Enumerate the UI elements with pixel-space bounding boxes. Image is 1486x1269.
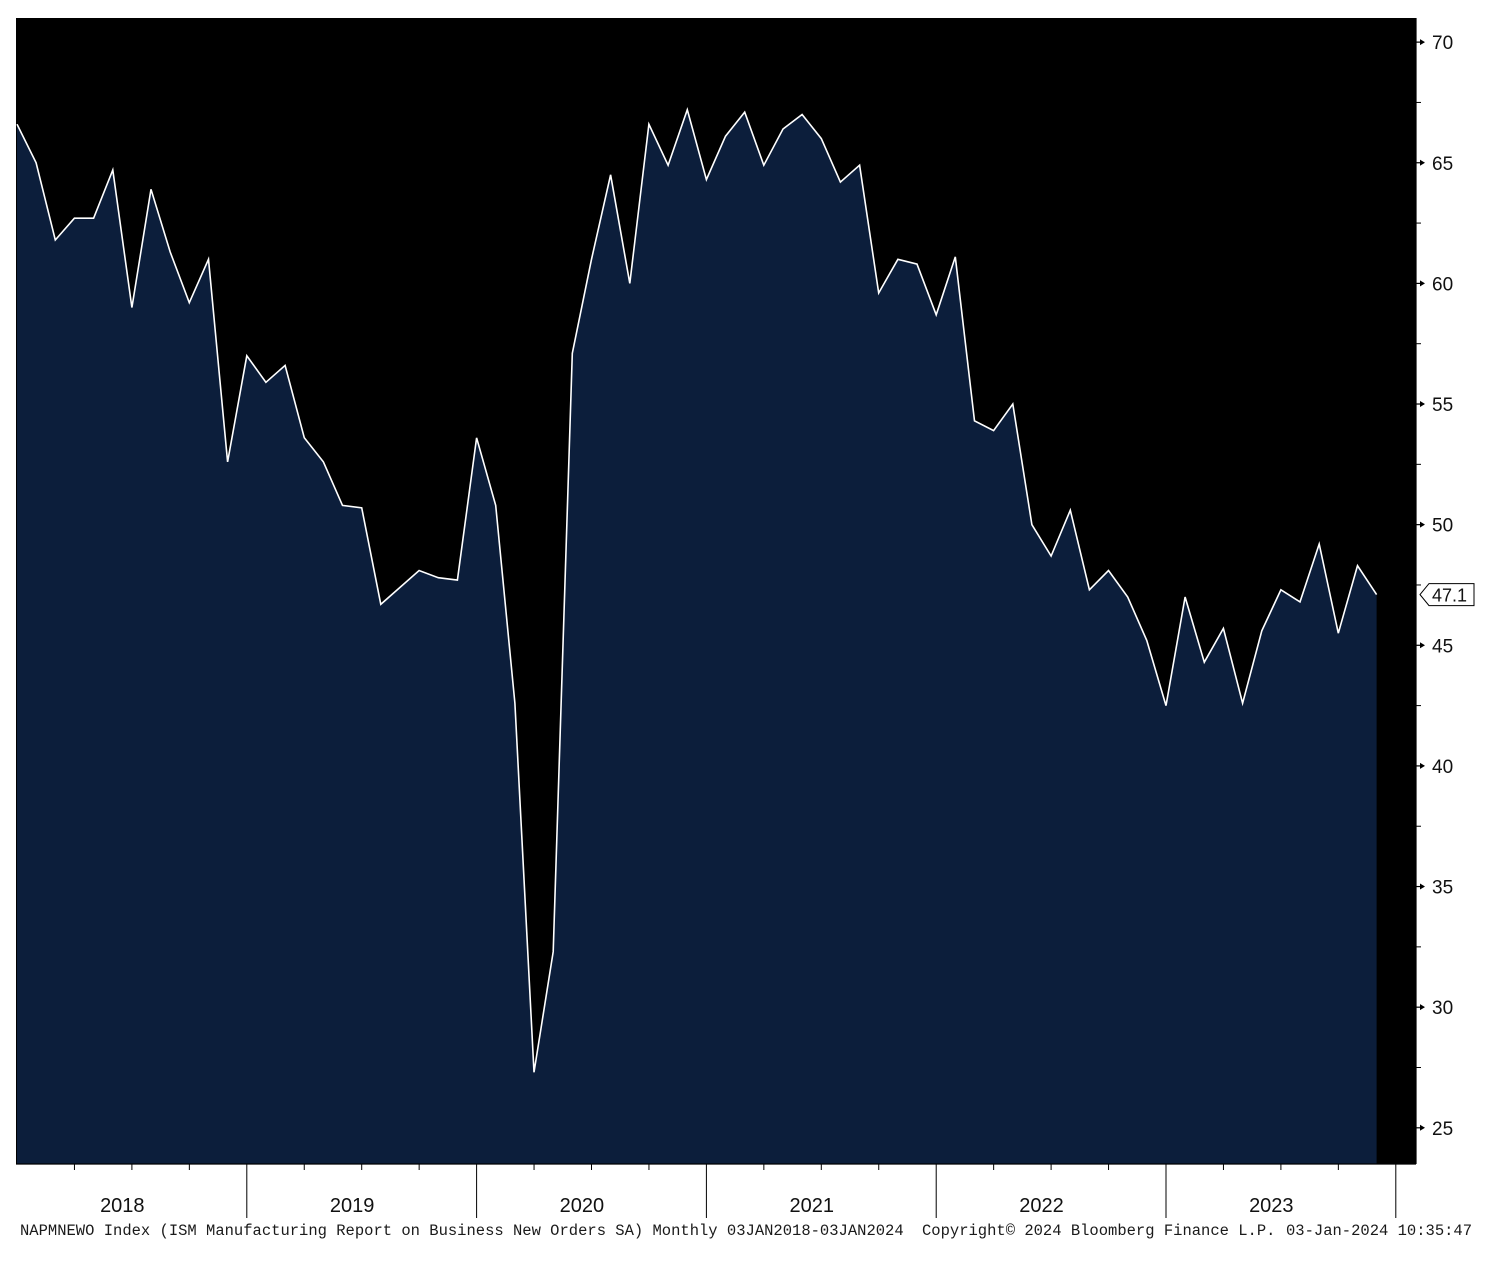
y-tick-arrow [1420,39,1425,46]
y-tick-label: 30 [1432,998,1453,1019]
y-tick-label: 50 [1432,516,1453,537]
chart-footer: NAPMNEWO Index (ISM Manufacturing Report… [16,1220,1474,1244]
series-line [16,106,1378,1073]
y-tick-arrow [1420,642,1425,649]
y-tick-arrow [1420,762,1425,769]
x-year-label: 2021 [789,1195,834,1217]
x-year-label: 2020 [560,1195,605,1217]
y-tick-arrow [1420,159,1425,166]
y-tick-arrow [1420,1124,1425,1131]
y-tick-arrow [1420,280,1425,287]
y-tick-arrow [1420,521,1425,528]
y-tick-label: 45 [1432,636,1453,657]
x-year-label: 2022 [1019,1195,1064,1217]
x-year-label: 2018 [100,1195,145,1217]
series-area [17,109,1377,1165]
y-tick-arrow [1420,1004,1425,1011]
last-value-box [1419,583,1475,607]
y-tick-label: 65 [1432,154,1453,175]
y-tick-label: 55 [1432,395,1453,416]
y-tick-label: 35 [1432,878,1453,899]
footer-timestamp: 03-Jan-2024 10:35:47 [1286,1222,1473,1240]
y-tick-label: 25 [1432,1119,1453,1140]
y-tick-label: 70 [1432,33,1453,54]
y-tick-arrow [1420,401,1425,408]
last-value-label: 47.1 [1432,586,1467,606]
footer-copyright: Copyright© 2024 Bloomberg Finance L.P. [922,1222,1276,1240]
footer-ticker: NAPMNEWO Index (ISM Manufacturing Report… [20,1222,904,1240]
y-tick-label: 40 [1432,757,1453,778]
x-year-label: 2023 [1249,1195,1294,1217]
y-tick-arrow [1420,883,1425,890]
x-year-label: 2019 [330,1195,375,1217]
y-tick-label: 60 [1432,274,1453,295]
